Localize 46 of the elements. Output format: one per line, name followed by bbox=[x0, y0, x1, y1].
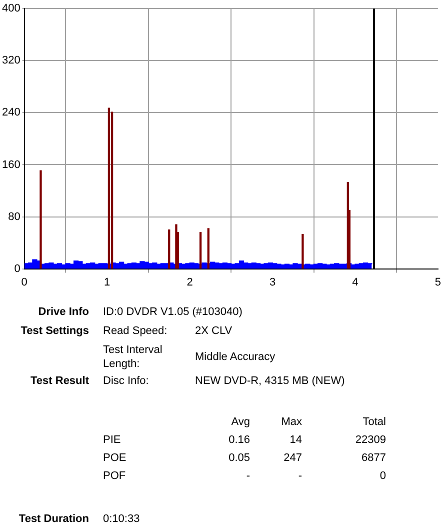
y-tick-label: 240 bbox=[2, 106, 20, 119]
text: - bbox=[246, 469, 250, 483]
bar bbox=[110, 112, 114, 269]
x-tick-label: 2 bbox=[186, 276, 193, 288]
text: 6877 bbox=[362, 451, 386, 465]
text: Read Speed: bbox=[103, 324, 168, 338]
bar bbox=[207, 228, 210, 269]
text: Max bbox=[281, 415, 302, 429]
x-tick-label: 5 bbox=[434, 276, 442, 288]
bar bbox=[175, 224, 178, 269]
text: Disc Info: bbox=[103, 374, 149, 388]
text: POE bbox=[103, 451, 126, 465]
text: Test Settings bbox=[20, 324, 89, 338]
text: 22309 bbox=[355, 433, 386, 447]
text: 0.16 bbox=[228, 433, 250, 447]
bar bbox=[199, 232, 202, 269]
text: Middle Accuracy bbox=[195, 350, 276, 364]
text: Test Duration bbox=[18, 512, 89, 526]
text: 0 bbox=[380, 469, 386, 483]
text: Test Interval Length: bbox=[103, 343, 164, 371]
bar bbox=[168, 229, 170, 269]
text: Test Result bbox=[30, 374, 89, 388]
bar bbox=[40, 170, 42, 269]
text: Avg bbox=[231, 415, 250, 429]
text: 0.05 bbox=[228, 451, 250, 465]
text: ID:0 DVDR V1.05 (#103040) bbox=[103, 305, 242, 319]
text: POF bbox=[103, 469, 126, 483]
bar bbox=[108, 108, 110, 269]
text: Drive Info bbox=[38, 305, 89, 319]
y-tick-label: 160 bbox=[2, 158, 20, 171]
y-tick-label: 320 bbox=[2, 54, 20, 67]
text: - bbox=[298, 469, 302, 483]
text: NEW DVD-R, 4315 MB (NEW) bbox=[195, 374, 345, 388]
y-tick-label: 0 bbox=[14, 262, 20, 275]
text: Total bbox=[362, 415, 386, 429]
y-tick-label: 400 bbox=[2, 2, 20, 15]
text: 247 bbox=[284, 451, 302, 465]
y-tick-label: 80 bbox=[8, 210, 20, 223]
text: 14 bbox=[290, 433, 302, 447]
text: PIE bbox=[103, 433, 121, 447]
x-tick-label: 4 bbox=[352, 276, 358, 288]
text: 0:10:33 bbox=[103, 512, 140, 526]
x-tick-label: 3 bbox=[269, 276, 276, 288]
text: 2X CLV bbox=[195, 324, 232, 338]
x-tick-label: 1 bbox=[104, 276, 110, 288]
bar bbox=[302, 234, 304, 269]
